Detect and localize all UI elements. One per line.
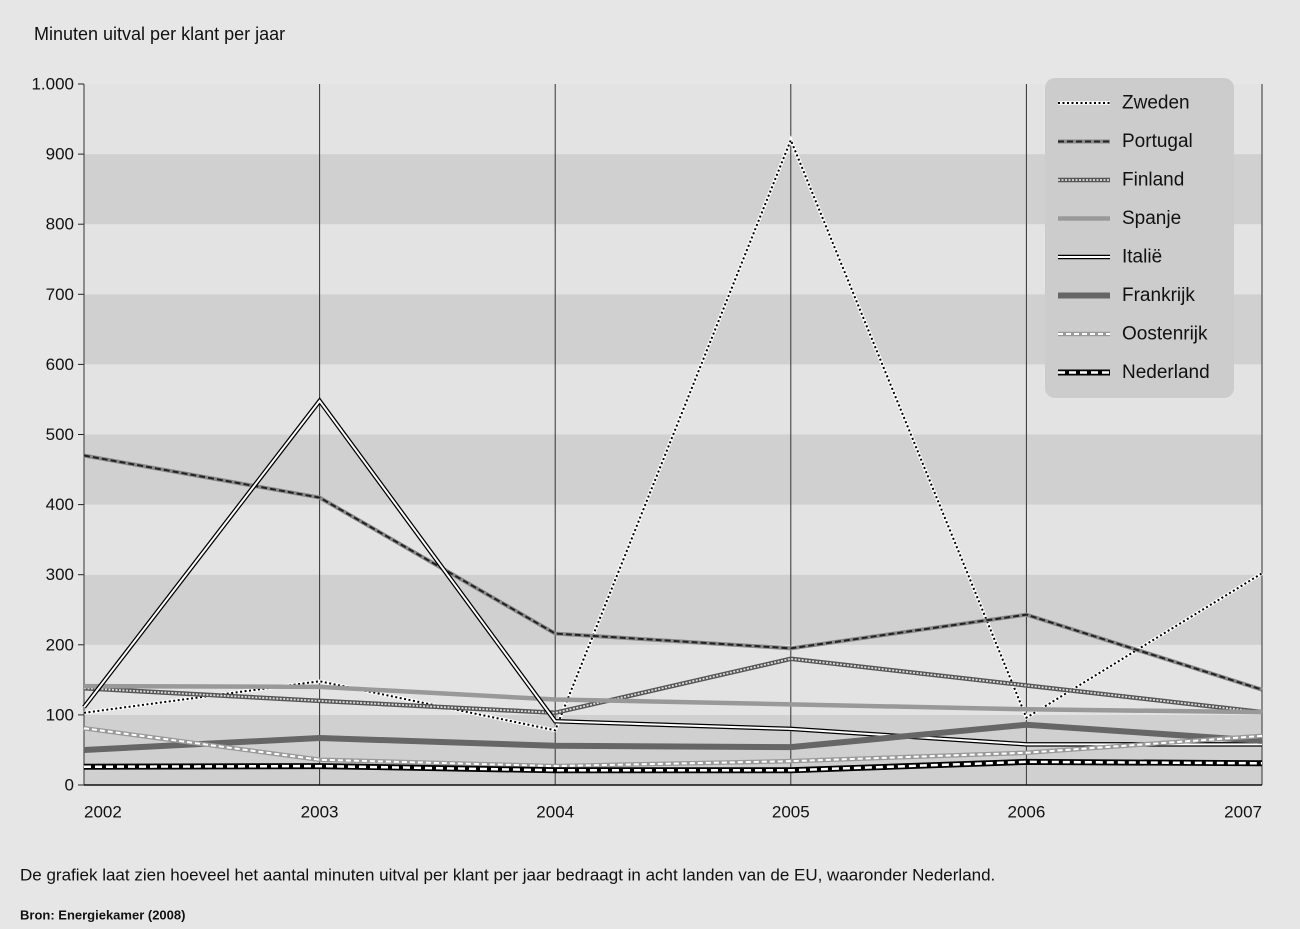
y-tick-label: 800 bbox=[46, 215, 74, 234]
band bbox=[84, 434, 1262, 505]
x-tick-label: 2004 bbox=[536, 803, 574, 822]
series-line bbox=[83, 399, 1262, 746]
x-tick-label: 2003 bbox=[301, 803, 339, 822]
series-line bbox=[83, 454, 1263, 691]
legend-label: Finland bbox=[1122, 170, 1184, 191]
x-tick-label: 2007 bbox=[1224, 803, 1262, 822]
x-tick-label: 2002 bbox=[84, 803, 122, 822]
y-tick-label: 200 bbox=[46, 635, 74, 654]
y-tick-label: 100 bbox=[46, 705, 74, 724]
y-tick-label: 300 bbox=[46, 565, 74, 584]
band bbox=[84, 574, 1262, 645]
legend-label: Frankrijk bbox=[1122, 285, 1195, 306]
legend-label: Spanje bbox=[1122, 208, 1181, 229]
y-tick-label: 400 bbox=[46, 495, 74, 514]
caption: De grafiek laat zien hoeveel het aantal … bbox=[20, 866, 995, 885]
source: Bron: Energiekamer (2008) bbox=[20, 908, 185, 923]
legend-label: Oostenrijk bbox=[1122, 324, 1208, 345]
series-line bbox=[83, 657, 1263, 714]
legend-label: Zweden bbox=[1122, 93, 1190, 114]
legend: Zweden Portugal Finland Spanje Italië Frankri… bbox=[1045, 78, 1234, 398]
y-tick-label: 900 bbox=[46, 145, 74, 164]
y-tick-label: 0 bbox=[65, 776, 74, 795]
legend-label: Italië bbox=[1122, 247, 1162, 268]
band bbox=[84, 504, 1262, 575]
chart-title: Minuten uitval per klant per jaar bbox=[34, 24, 285, 44]
y-tick-label: 600 bbox=[46, 355, 74, 374]
y-tick-label: 700 bbox=[46, 285, 74, 304]
series-line bbox=[83, 760, 1263, 772]
x-tick-label: 2006 bbox=[1007, 803, 1045, 822]
series-line bbox=[83, 721, 1263, 753]
y-tick-label: 1.000 bbox=[31, 75, 74, 94]
legend-box bbox=[1045, 78, 1234, 398]
legend-label: Portugal bbox=[1122, 131, 1193, 152]
series-line bbox=[83, 727, 1263, 768]
y-tick-label: 500 bbox=[46, 425, 74, 444]
series-line bbox=[83, 683, 1263, 715]
x-tick-label: 2005 bbox=[772, 803, 810, 822]
legend-label: Nederland bbox=[1122, 362, 1210, 383]
